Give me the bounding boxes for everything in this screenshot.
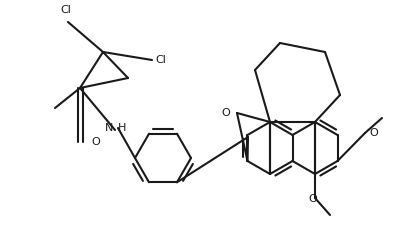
Text: N: N bbox=[104, 123, 113, 133]
Text: Cl: Cl bbox=[61, 5, 71, 15]
Text: O: O bbox=[91, 137, 100, 147]
Text: O: O bbox=[369, 128, 378, 138]
Text: H: H bbox=[118, 123, 126, 133]
Text: O: O bbox=[221, 108, 230, 118]
Text: O: O bbox=[309, 194, 317, 204]
Text: Cl: Cl bbox=[155, 55, 166, 65]
